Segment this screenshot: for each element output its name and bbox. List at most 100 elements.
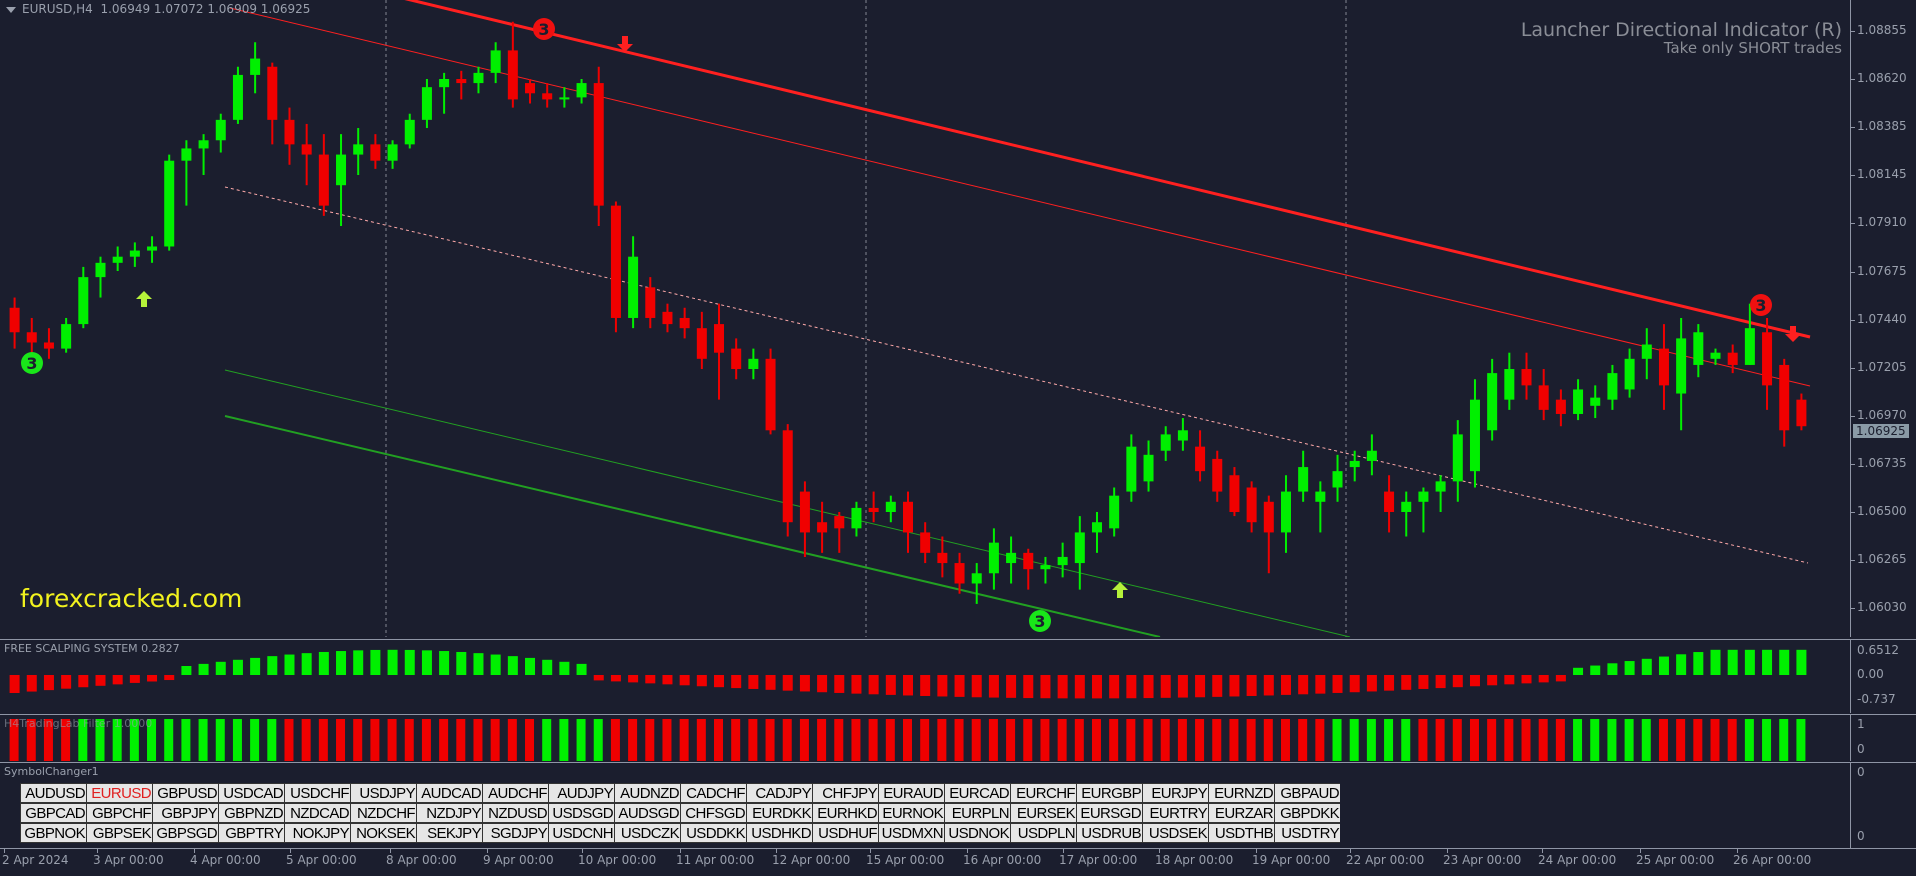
- symbol-button-audusd[interactable]: AUDUSD: [20, 783, 86, 803]
- symbol-button-usdcnh[interactable]: USDCNH: [548, 823, 614, 843]
- symbol-button-eurjpy[interactable]: EURJPY: [1142, 783, 1208, 803]
- symbol-button-usdmxn[interactable]: USDMXN: [878, 823, 944, 843]
- candle: [336, 134, 347, 227]
- symbol-button-gbpcad[interactable]: GBPCAD: [20, 803, 86, 823]
- histogram-bar: [1040, 675, 1051, 699]
- symbol-button-sekjpy[interactable]: SEKJPY: [416, 823, 482, 843]
- symbol-button-usddkk[interactable]: USDDKK: [680, 823, 746, 843]
- symbol-button-eurtry[interactable]: EURTRY: [1142, 803, 1208, 823]
- symbol-button-audnzd[interactable]: AUDNZD: [614, 783, 680, 803]
- time-axis[interactable]: 2 Apr 2024 3 Apr 00:00 4 Apr 00:00 5 Apr 00…: [0, 848, 1916, 876]
- histogram-bar: [748, 675, 759, 689]
- symbol-button-cadjpy[interactable]: CADJPY: [746, 783, 812, 803]
- histogram-bar: [1263, 675, 1274, 696]
- symbol-changer-pane: SymbolChanger1 AUDUSD EURUSD GBPUSD USDCAD U…: [0, 762, 1850, 848]
- histogram-bar: [164, 675, 175, 681]
- symbol-button-audsgd[interactable]: AUDSGD: [614, 803, 680, 823]
- symbol-button-gbpchf[interactable]: GBPCHF: [86, 803, 152, 823]
- symbol-button-eurcad[interactable]: EURCAD: [944, 783, 1010, 803]
- histogram-bar: [404, 649, 415, 675]
- time-label: 9 Apr 00:00: [483, 853, 554, 867]
- symbol-button-gbpjpy[interactable]: GBPJPY: [152, 803, 218, 823]
- histogram-bar: [1057, 675, 1068, 699]
- symbol-button-noksek[interactable]: NOKSEK: [350, 823, 416, 843]
- filter-bar: [387, 719, 397, 761]
- filter-bar: [1658, 719, 1668, 761]
- symbol-button-cadchf[interactable]: CADCHF: [680, 783, 746, 803]
- symbol-button-usdsgd[interactable]: USDSGD: [548, 803, 614, 823]
- symbol-button-eurgbp[interactable]: EURGBP: [1076, 783, 1142, 803]
- filter-bar: [1349, 719, 1359, 761]
- filter-bar: [112, 719, 122, 761]
- symbol-button-chfjpy[interactable]: CHFJPY: [812, 783, 878, 803]
- symbol-button-audchf[interactable]: AUDCHF: [482, 783, 548, 803]
- launcher-title: Launcher Directional Indicator (R): [1520, 19, 1842, 41]
- svg-text:3: 3: [538, 20, 549, 39]
- time-label: 23 Apr 00:00: [1443, 853, 1522, 867]
- symbol-button-eurusd[interactable]: EURUSD: [86, 783, 152, 803]
- candle: [765, 348, 776, 435]
- symbol-button-chfsgd[interactable]: CHFSGD: [680, 803, 746, 823]
- symbol-button-usdthb[interactable]: USDTHB: [1208, 823, 1274, 843]
- candle: [1469, 379, 1480, 488]
- symbol-button-eurpln[interactable]: EURPLN: [944, 803, 1010, 823]
- symbol-button-gbpdkk[interactable]: GBPDKK: [1274, 803, 1340, 823]
- filter-bar: [1143, 719, 1153, 761]
- histogram-bar: [1298, 675, 1309, 695]
- symbol-button-gbptry[interactable]: GBPTRY: [218, 823, 284, 843]
- symbol-button-eursek[interactable]: EURSEK: [1010, 803, 1076, 823]
- symbol-button-euraud[interactable]: EURAUD: [878, 783, 944, 803]
- symbol-button-usdpln[interactable]: USDPLN: [1010, 823, 1076, 843]
- symbol-button-sgdjpy[interactable]: SGDJPY: [482, 823, 548, 843]
- symbol-button-nzdjpy[interactable]: NZDJPY: [416, 803, 482, 823]
- symbol-button-usdjpy[interactable]: USDJPY: [350, 783, 416, 803]
- symbol-button-usdchf[interactable]: USDCHF: [284, 783, 350, 803]
- filter-bar: [404, 719, 414, 761]
- main-chart[interactable]: 3 3 3 3 EURUSD,H4 1.06949 1.07072 1.06909 1…: [0, 0, 1850, 637]
- symbol-button-eurnzd[interactable]: EURNZD: [1208, 783, 1274, 803]
- symbol-button-usdtry[interactable]: USDTRY: [1274, 823, 1340, 843]
- filter-bar: [181, 719, 191, 761]
- histogram-bar: [1109, 675, 1120, 699]
- symbol-button-usdhuf[interactable]: USDHUF: [812, 823, 878, 843]
- symbol-button-gbpsgd[interactable]: GBPSGD: [152, 823, 218, 843]
- scalping-indicator-pane[interactable]: FREE SCALPING SYSTEM 0.2827: [0, 639, 1850, 713]
- signal-3-icon: 3: [533, 18, 555, 40]
- symbol-button-gbpaud[interactable]: GBPAUD: [1274, 783, 1340, 803]
- symbol-button-eurhkd[interactable]: EURHKD: [812, 803, 878, 823]
- symbol-button-usdsek[interactable]: USDSEK: [1142, 823, 1208, 843]
- symbol-button-eurchf[interactable]: EURCHF: [1010, 783, 1076, 803]
- symbol-button-usdcad[interactable]: USDCAD: [218, 783, 284, 803]
- histogram-bar: [679, 675, 690, 686]
- symbol-button-usdnok[interactable]: USDNOK: [944, 823, 1010, 843]
- symbol-button-usdczk[interactable]: USDCZK: [614, 823, 680, 843]
- filter-bar: [1229, 719, 1239, 761]
- collapse-triangle-icon[interactable]: [6, 6, 16, 13]
- symbol-button-gbpusd[interactable]: GBPUSD: [152, 783, 218, 803]
- filter-indicator-pane[interactable]: H4TradingLab Filter 1.0000: [0, 714, 1850, 761]
- symbol-button-eursgd[interactable]: EURSGD: [1076, 803, 1142, 823]
- symbol-button-nzdcad[interactable]: NZDCAD: [284, 803, 350, 823]
- svg-text:3: 3: [26, 354, 37, 373]
- symbol-button-gbpsek[interactable]: GBPSEK: [86, 823, 152, 843]
- symbol-button-nzdchf[interactable]: NZDCHF: [350, 803, 416, 823]
- filter-bar: [198, 719, 208, 761]
- symbol-button-eurnok[interactable]: EURNOK: [878, 803, 944, 823]
- candle: [1212, 450, 1223, 502]
- histogram-bar: [26, 675, 37, 692]
- symbol-button-gbpnzd[interactable]: GBPNZD: [218, 803, 284, 823]
- symbol-button-audcad[interactable]: AUDCAD: [416, 783, 482, 803]
- histogram-bar: [1452, 675, 1463, 688]
- candle: [1263, 495, 1274, 574]
- symbol-button-eurzar[interactable]: EURZAR: [1208, 803, 1274, 823]
- symbol-button-nokjpy[interactable]: NOKJPY: [284, 823, 350, 843]
- symbol-button-audjpy[interactable]: AUDJPY: [548, 783, 614, 803]
- histogram-bar: [421, 650, 432, 675]
- histogram-bar: [1624, 661, 1635, 675]
- symbol-button-usdhkd[interactable]: USDHKD: [746, 823, 812, 843]
- symbol-button-gbpnok[interactable]: GBPNOK: [20, 823, 86, 843]
- symbol-button-nzdusd[interactable]: NZDUSD: [482, 803, 548, 823]
- symbol-button-usdrub[interactable]: USDRUB: [1076, 823, 1142, 843]
- symbol-button-eurdkk[interactable]: EURDKK: [746, 803, 812, 823]
- price-axis[interactable]: 1.08855 1.08620 1.08385 1.08145 1.07910 1.076…: [1850, 0, 1916, 637]
